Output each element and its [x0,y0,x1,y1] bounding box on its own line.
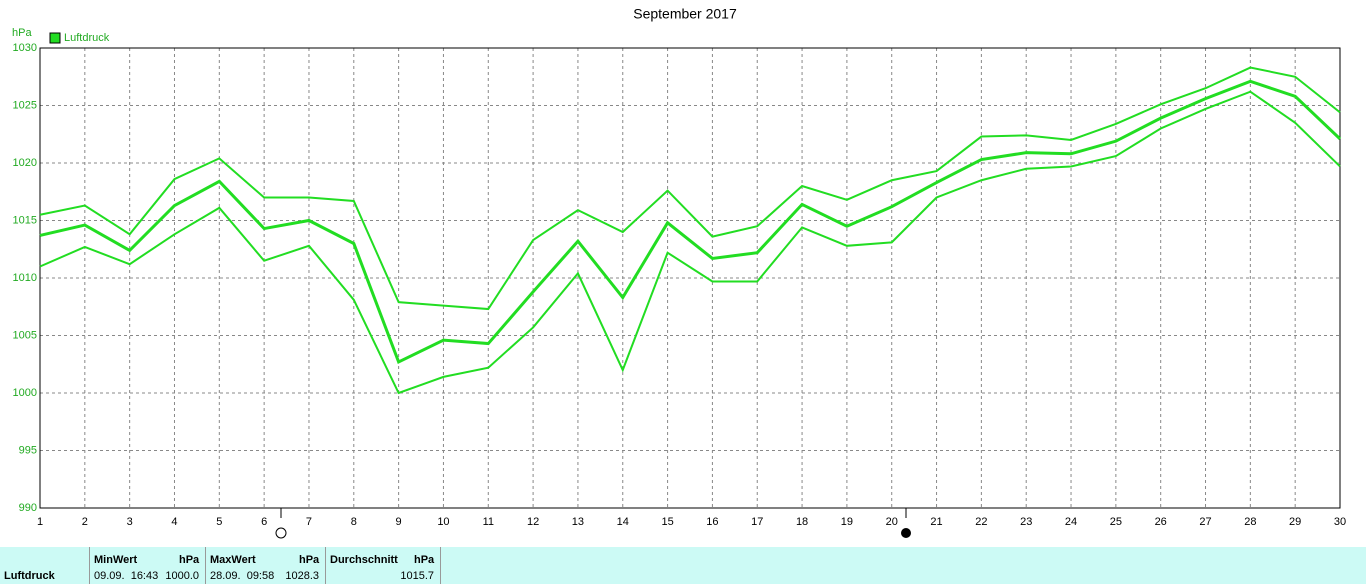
y-tick-label: 1005 [13,329,37,341]
x-tick-label: 2 [82,516,88,528]
full-moon-icon [275,527,287,539]
x-tick-label: 11 [483,516,494,528]
x-tick-label: 29 [1289,516,1301,528]
x-tick-label: 4 [171,516,177,528]
moon-markers [275,504,911,539]
x-tick-label: 24 [1065,516,1077,528]
legend-label: Luftdruck [64,32,110,44]
y-tick-label: 1030 [13,42,37,54]
x-tick-label: 8 [351,516,357,528]
x-tick-label: 21 [930,516,942,528]
x-tick-label: 13 [572,516,584,528]
stats-unit: hPa [299,554,320,566]
stats-value: 1000.0 [165,570,199,582]
stats-header: MaxWert [210,554,256,566]
x-tick-label: 18 [796,516,808,528]
legend-swatch [49,32,61,44]
x-tick-label: 22 [975,516,987,528]
y-tick-label: 995 [19,444,37,456]
stats-cell [90,547,206,584]
x-tick-label: 17 [751,516,763,528]
x-tick-label: 14 [617,516,629,528]
stats-unit: hPa [414,554,435,566]
stats-time: 09.09. 16:43 [94,570,159,582]
x-tick-label: 12 [527,516,539,528]
data-line [39,79,1342,365]
x-tick-label: 7 [306,516,312,528]
chart: September 2017 hPa 990995100010051010101… [12,6,1346,539]
new-moon-icon [901,528,911,538]
x-tick-label: 25 [1110,516,1122,528]
plot-frame [39,47,1341,509]
x-tick-label: 6 [261,516,267,528]
y-tick-label: 990 [19,502,37,514]
stats-time: 28.09. 09:58 [210,570,275,582]
x-tick-label: 15 [661,516,673,528]
x-tick-label: 27 [1199,516,1211,528]
cell-border [0,547,90,584]
stats-table: Luftdruck MinWert hPa 09.09. 16:43 1000.0 Max… [0,547,1366,584]
x-tick-label: 3 [127,516,133,528]
stats-value: 1015.7 [400,570,434,582]
x-tick-label: 16 [706,516,718,528]
stats-value: 1028.3 [285,570,319,582]
x-tick-label: 30 [1334,516,1346,528]
x-tick-label: 23 [1020,516,1032,528]
x-tick-label: 9 [396,516,402,528]
y-axis-label: hPa [12,27,32,39]
stats-label: Luftdruck [4,570,55,582]
x-tick-label: 26 [1155,516,1167,528]
x-tick-label: 20 [886,516,898,528]
stats-header: Durchschnitt [330,554,398,566]
x-tick-label: 5 [216,516,222,528]
data-line [39,66,1341,311]
stats-cell [326,547,441,584]
chart-title: September 2017 [633,6,737,22]
y-tick-label: 1010 [13,272,37,284]
y-tick-label: 1000 [13,387,37,399]
x-tick-label: 28 [1244,516,1256,528]
data-line [39,90,1341,395]
x-tick-label: 19 [841,516,853,528]
x-tick-label: 1 [37,516,43,528]
x-tick-label: 10 [437,516,449,528]
stats-unit: hPa [179,554,200,566]
y-tick-label: 1025 [13,99,37,111]
stats-header: MinWert [94,554,138,566]
y-tick-label: 1020 [13,157,37,169]
stats-cell [206,547,326,584]
y-tick-label: 1015 [13,214,37,226]
